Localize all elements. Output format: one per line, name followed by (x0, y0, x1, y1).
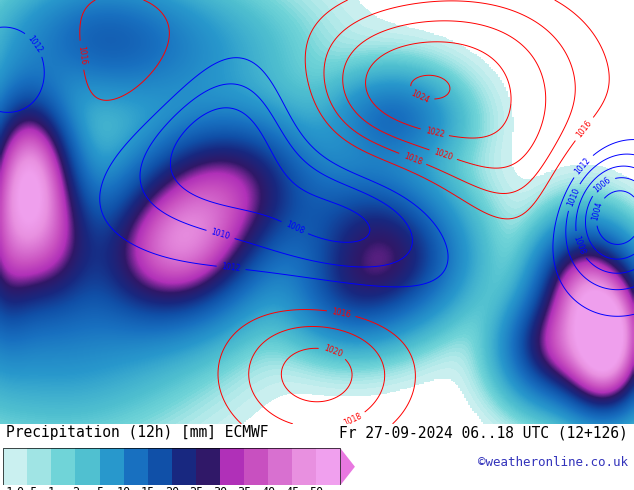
Text: 1008: 1008 (284, 220, 306, 236)
Text: 1022: 1022 (424, 126, 445, 139)
Text: 1020: 1020 (322, 343, 344, 359)
Bar (220, 448, 244, 485)
Text: Precipitation (12h) [mm] ECMWF: Precipitation (12h) [mm] ECMWF (6, 425, 269, 440)
Bar (196, 448, 220, 485)
Text: 1020: 1020 (432, 147, 454, 162)
Bar (124, 448, 148, 485)
Text: 1012: 1012 (573, 156, 592, 176)
Polygon shape (340, 448, 355, 485)
Bar (316, 448, 340, 485)
Text: ©weatheronline.co.uk: ©weatheronline.co.uk (477, 456, 628, 468)
Bar (148, 448, 172, 485)
Bar (244, 448, 268, 485)
Text: Fr 27-09-2024 06..18 UTC (12+126): Fr 27-09-2024 06..18 UTC (12+126) (339, 425, 628, 440)
Text: 1016: 1016 (331, 307, 352, 319)
Bar (268, 448, 292, 485)
Bar (51, 448, 75, 485)
Text: 1010: 1010 (566, 186, 581, 208)
Text: 1004: 1004 (591, 201, 604, 222)
Text: 1016: 1016 (575, 119, 594, 139)
Text: 1008: 1008 (572, 235, 587, 256)
Text: 1012: 1012 (221, 262, 241, 273)
Text: 1010: 1010 (210, 227, 231, 242)
Text: 1016: 1016 (76, 45, 87, 65)
Text: 1018: 1018 (342, 412, 363, 428)
Text: 1012: 1012 (26, 33, 44, 54)
Text: 1006: 1006 (592, 175, 612, 195)
Bar (75, 448, 100, 485)
Bar (172, 448, 196, 485)
Bar (292, 448, 316, 485)
Text: 1018: 1018 (402, 151, 424, 167)
Bar (100, 448, 124, 485)
Text: 1024: 1024 (410, 88, 430, 104)
Bar (3, 448, 27, 485)
Bar (27, 448, 51, 485)
